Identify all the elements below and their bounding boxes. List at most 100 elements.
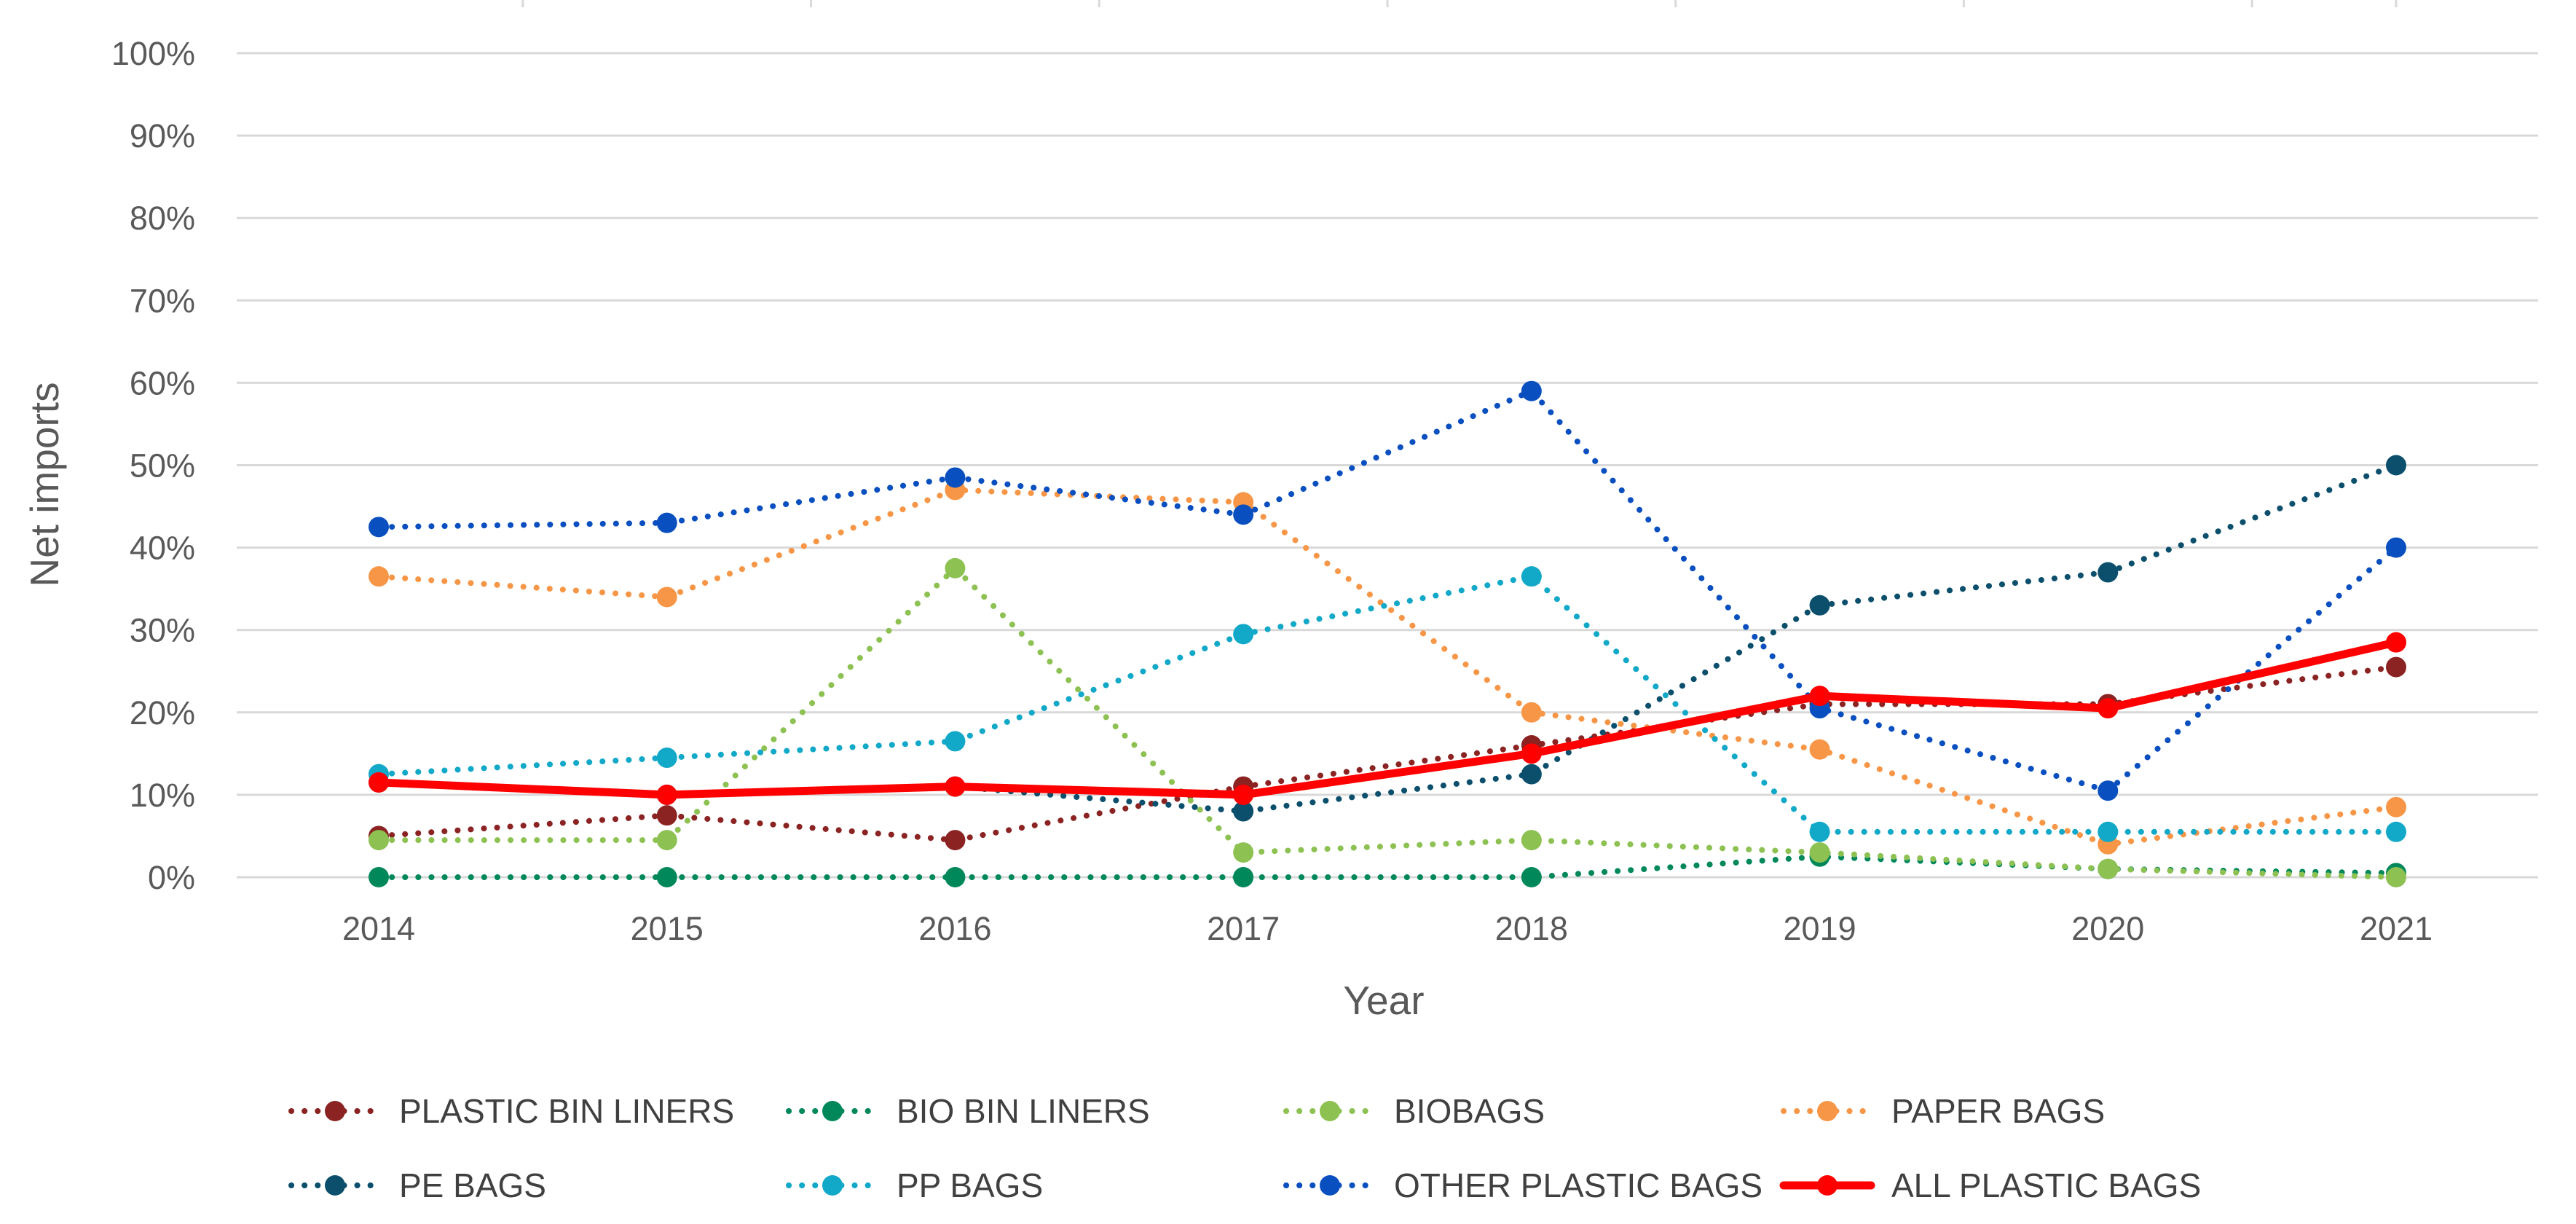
data-point [369, 830, 389, 851]
legend-marker [1817, 1175, 1838, 1196]
data-point [1521, 764, 1542, 785]
legend-label: PP BAGS [897, 1166, 1043, 1204]
top-axis-ticks [521, 0, 2398, 7]
data-point [1521, 743, 1542, 764]
data-point [945, 467, 966, 488]
series-pp-bags [369, 566, 2406, 842]
x-tick-label: 2017 [1207, 910, 1280, 947]
data-point [2386, 656, 2406, 678]
legend-label: PE BAGS [399, 1166, 546, 1204]
legend-item-other-plastic-bags: OTHER PLASTIC BAGS [1283, 1166, 1762, 1204]
x-tick-label: 2020 [2071, 910, 2144, 947]
legend-marker [1320, 1101, 1340, 1121]
y-tick-label: 30% [130, 612, 195, 649]
y-axis-ticks: 0% 10% 20% 30% 40% 50% 60% 70% 80% 90% 100% [111, 35, 195, 896]
data-point [945, 776, 966, 797]
series-line [376, 573, 2399, 835]
data-point [1233, 801, 1254, 822]
data-point [2098, 858, 2119, 879]
y-tick-label: 50% [130, 447, 195, 484]
y-tick-label: 90% [130, 117, 195, 154]
series-all-plastic-bags [369, 632, 2406, 805]
data-point [2386, 867, 2406, 887]
data-point [2386, 537, 2406, 558]
legend-item-bio-bin-liners: BIO BIN LINERS [786, 1092, 1150, 1130]
data-point [656, 784, 677, 805]
legend-label: OTHER PLASTIC BAGS [1394, 1166, 1762, 1204]
data-point [945, 830, 966, 851]
legend-item-pe-bags: PE BAGS [288, 1166, 546, 1204]
y-tick-label: 70% [130, 282, 195, 319]
legend-item-paper-bags: PAPER BAGS [1781, 1092, 2105, 1130]
legend-marker [325, 1175, 345, 1196]
data-point [1809, 595, 1830, 616]
x-tick-label: 2016 [918, 910, 991, 947]
y-tick-label: 0% [148, 859, 195, 896]
data-point [369, 772, 389, 793]
data-point [1233, 867, 1254, 887]
x-tick-label: 2021 [2360, 910, 2433, 947]
data-point [369, 566, 389, 587]
data-point [2098, 821, 2119, 842]
legend: PLASTIC BIN LINERS BIO BIN LINERS BIOBAGS P… [288, 1092, 2201, 1204]
legend-marker [1817, 1101, 1838, 1121]
data-point [1521, 867, 1542, 887]
legend-item-pp-bags: PP BAGS [786, 1166, 1043, 1204]
series-line [376, 565, 2399, 880]
series-line [376, 664, 2399, 844]
data-point [1521, 566, 1542, 587]
data-point [1233, 624, 1254, 645]
y-tick-label: 100% [111, 35, 195, 72]
x-axis-ticks: 2014 2015 2016 2017 2018 2019 2020 2021 [342, 910, 2433, 947]
y-tick-label: 60% [130, 364, 195, 401]
data-point [2386, 821, 2406, 842]
data-point [1809, 842, 1830, 863]
data-point [945, 867, 966, 887]
data-point [656, 586, 677, 608]
data-point [945, 731, 966, 752]
legend-marker [325, 1101, 345, 1121]
y-tick-label: 10% [130, 777, 195, 814]
series-line [376, 388, 2399, 794]
legend-item-biobags: BIOBAGS [1283, 1092, 1545, 1130]
y-axis-title: Net imports [22, 382, 67, 586]
data-point [945, 557, 966, 578]
legend-item-plastic-bin-liners: PLASTIC BIN LINERS [288, 1092, 734, 1130]
data-point [2386, 632, 2406, 653]
series-line [376, 487, 2399, 847]
legend-label: BIOBAGS [1394, 1092, 1545, 1130]
data-point [656, 805, 677, 826]
legend-label: PAPER BAGS [1891, 1092, 2105, 1130]
data-point [656, 512, 677, 533]
data-point [1521, 380, 1542, 401]
data-point [2098, 780, 2119, 801]
data-point [1521, 702, 1542, 723]
data-point [2098, 698, 2119, 719]
legend-marker [822, 1175, 843, 1196]
y-tick-label: 20% [130, 694, 195, 731]
data-point [1809, 739, 1830, 760]
x-tick-label: 2014 [342, 910, 415, 947]
legend-label: PLASTIC BIN LINERS [399, 1092, 734, 1130]
data-point [2098, 562, 2119, 583]
legend-item-all-plastic-bags: ALL PLASTIC BAGS [1779, 1166, 2201, 1204]
data-point [1233, 784, 1254, 805]
series-group [369, 380, 2406, 887]
legend-marker [822, 1101, 843, 1121]
x-tick-label: 2018 [1495, 910, 1568, 947]
legend-marker [1320, 1175, 1340, 1196]
data-point [1233, 504, 1254, 525]
x-axis-title: Year [1343, 978, 1424, 1023]
data-point [2386, 796, 2406, 817]
x-tick-label: 2015 [631, 910, 704, 947]
data-point [1521, 830, 1542, 851]
legend-label: ALL PLASTIC BAGS [1891, 1166, 2201, 1204]
data-point [369, 867, 389, 887]
data-point [656, 867, 677, 887]
grid-lines [237, 52, 2538, 879]
data-point [369, 517, 389, 538]
series-line [374, 638, 2400, 799]
data-point [656, 830, 677, 851]
data-point [1809, 821, 1830, 842]
